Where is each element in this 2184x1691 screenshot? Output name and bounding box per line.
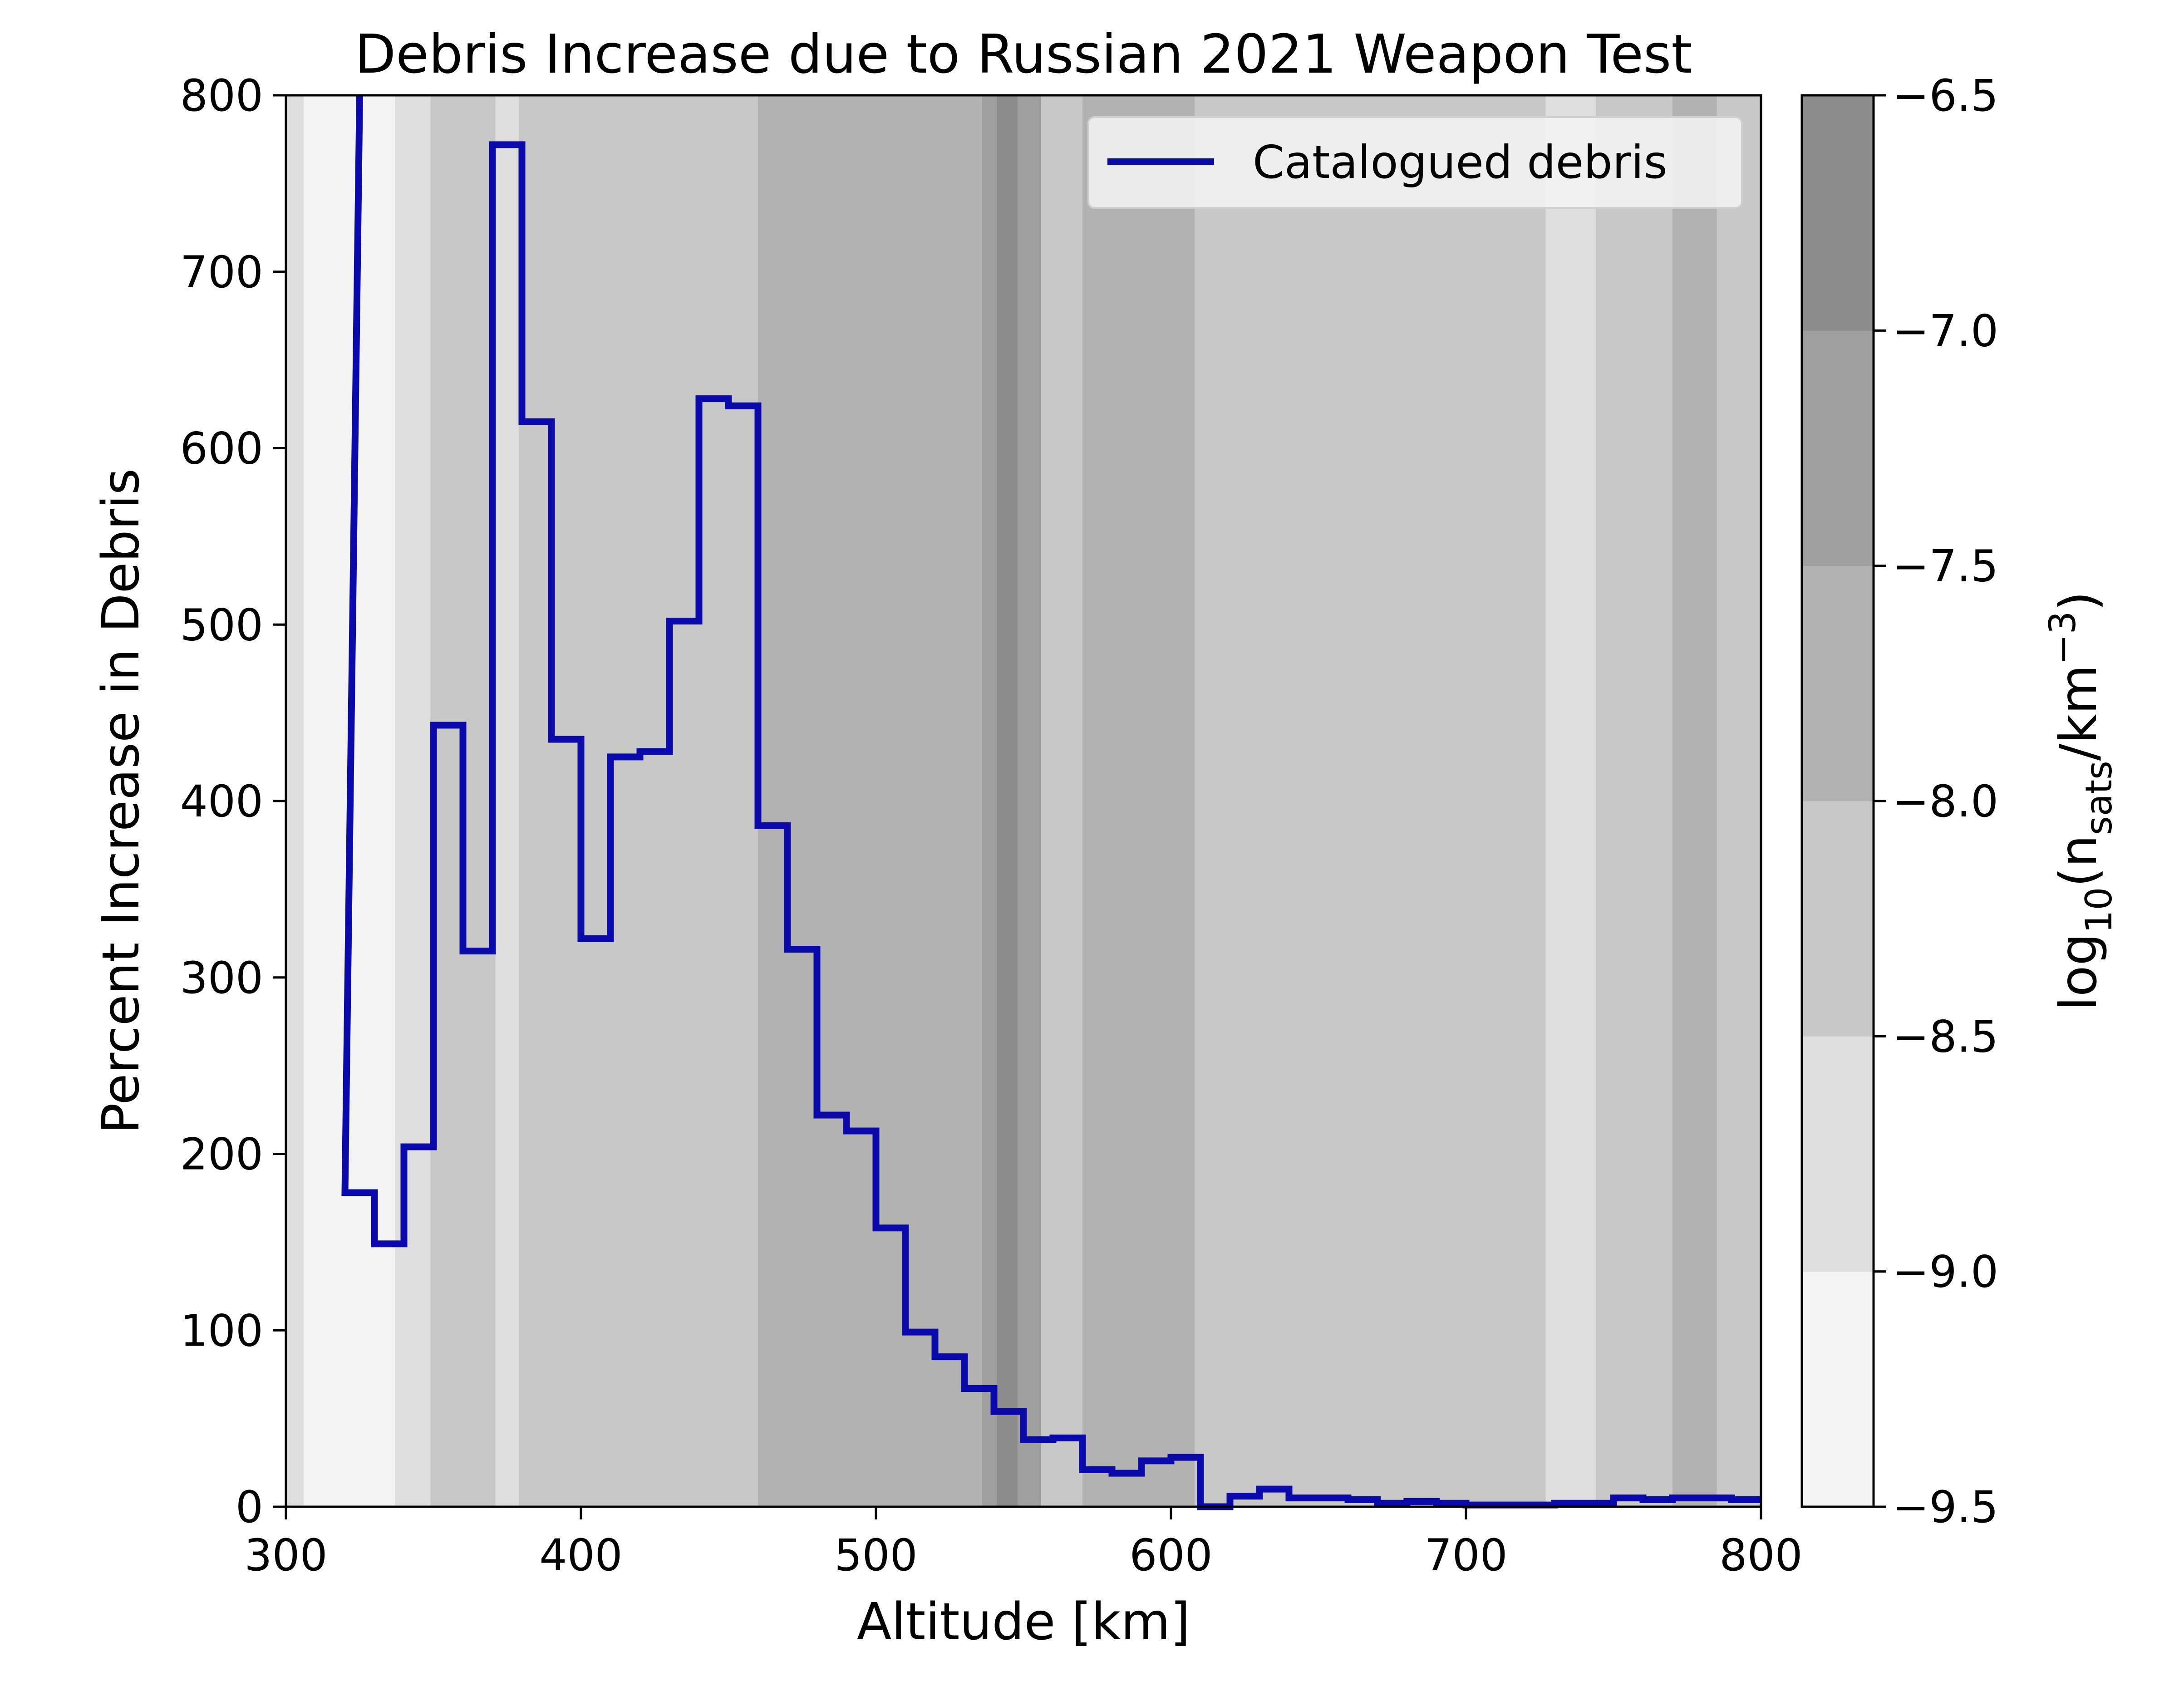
legend-label: Catalogued debris — [1253, 136, 1668, 189]
colorbar-level-3 — [1802, 565, 1874, 801]
x-tick-label-700: 700 — [1424, 1530, 1507, 1581]
colorbar-label-mid: /km — [2049, 664, 2108, 761]
density-bands — [286, 95, 1761, 1507]
chart-title: Debris Increase due to Russian 2021 Weap… — [354, 23, 1692, 85]
density-band-7 — [982, 95, 997, 1507]
y-tick-label-700: 700 — [180, 247, 263, 298]
y-axis: 0 100 200 300 400 500 600 700 800 — [180, 70, 286, 1533]
x-tick-label-500: 500 — [834, 1530, 917, 1581]
colorbar-level-4 — [1802, 330, 1874, 566]
y-tick-label-0: 0 — [236, 1482, 263, 1533]
y-tick-label-100: 100 — [180, 1305, 263, 1356]
density-band-5 — [519, 95, 758, 1507]
series-line-0 — [341, 94, 1761, 1510]
legend: Catalogued debris — [1087, 116, 1743, 209]
colorbar-level-1 — [1802, 1036, 1874, 1272]
y-axis-label: Percent Increase in Debris — [92, 468, 151, 1134]
density-band-15 — [1672, 95, 1717, 1507]
y-tick-label-800: 800 — [180, 70, 263, 121]
colorbar-label-open: (n — [2049, 835, 2108, 887]
density-band-14 — [1596, 95, 1673, 1507]
colorbar-tick-label-0: −9.5 — [1893, 1482, 1998, 1533]
colorbar-tick-label-4: −7.5 — [1893, 541, 1998, 592]
y-tick-label-200: 200 — [180, 1129, 263, 1180]
colorbar-level-2 — [1802, 801, 1874, 1037]
colorbar-label-sub2: sats — [2078, 761, 2120, 835]
series-layer — [341, 94, 1761, 1510]
density-band-6 — [758, 95, 983, 1507]
density-band-16 — [1717, 95, 1761, 1507]
colorbar-level-5 — [1802, 95, 1874, 331]
colorbar-tick-label-3: −8.0 — [1893, 776, 1998, 827]
density-band-12 — [1195, 95, 1546, 1507]
y-tick-label-300: 300 — [180, 953, 263, 1003]
x-tick-label-400: 400 — [539, 1530, 622, 1581]
density-band-8 — [997, 95, 1018, 1507]
colorbar-tick-label-6: −6.5 — [1893, 70, 1998, 121]
density-band-2 — [395, 95, 431, 1507]
colorbar: −9.5 −9.0 −8.5 −8.0 −7.5 −7.0 −6.5 log10(nsats/… — [1800, 70, 2120, 1533]
density-band-10 — [1041, 95, 1083, 1507]
density-band-11 — [1082, 95, 1195, 1507]
density-band-9 — [1018, 95, 1042, 1507]
colorbar-tick-label-2: −8.5 — [1893, 1011, 1998, 1062]
colorbar-label-sup: −3 — [2041, 611, 2084, 665]
legend-box — [1087, 116, 1743, 209]
density-band-13 — [1545, 95, 1596, 1507]
x-axis: 300 400 500 600 700 800 — [244, 1507, 1803, 1581]
density-band-0 — [286, 95, 304, 1507]
x-tick-label-600: 600 — [1129, 1530, 1212, 1581]
y-tick-label-400: 400 — [180, 776, 263, 827]
density-band-4 — [495, 95, 519, 1507]
colorbar-label-base: log — [2049, 933, 2108, 1011]
colorbar-tick-label-1: −9.0 — [1893, 1247, 1998, 1298]
colorbar-label-close: ) — [2049, 591, 2108, 611]
x-tick-label-800: 800 — [1719, 1530, 1802, 1581]
y-tick-label-500: 500 — [180, 600, 263, 650]
colorbar-tick-label-5: −7.0 — [1893, 305, 1998, 356]
x-tick-label-300: 300 — [244, 1530, 327, 1581]
colorbar-level-0 — [1802, 1271, 1874, 1507]
colorbar-label: log10(nsats/km−3) — [2041, 591, 2120, 1011]
colorbar-label-sub1: 10 — [2078, 887, 2120, 934]
x-axis-label: Altitude [km] — [857, 1593, 1190, 1652]
y-tick-label-600: 600 — [180, 423, 263, 474]
